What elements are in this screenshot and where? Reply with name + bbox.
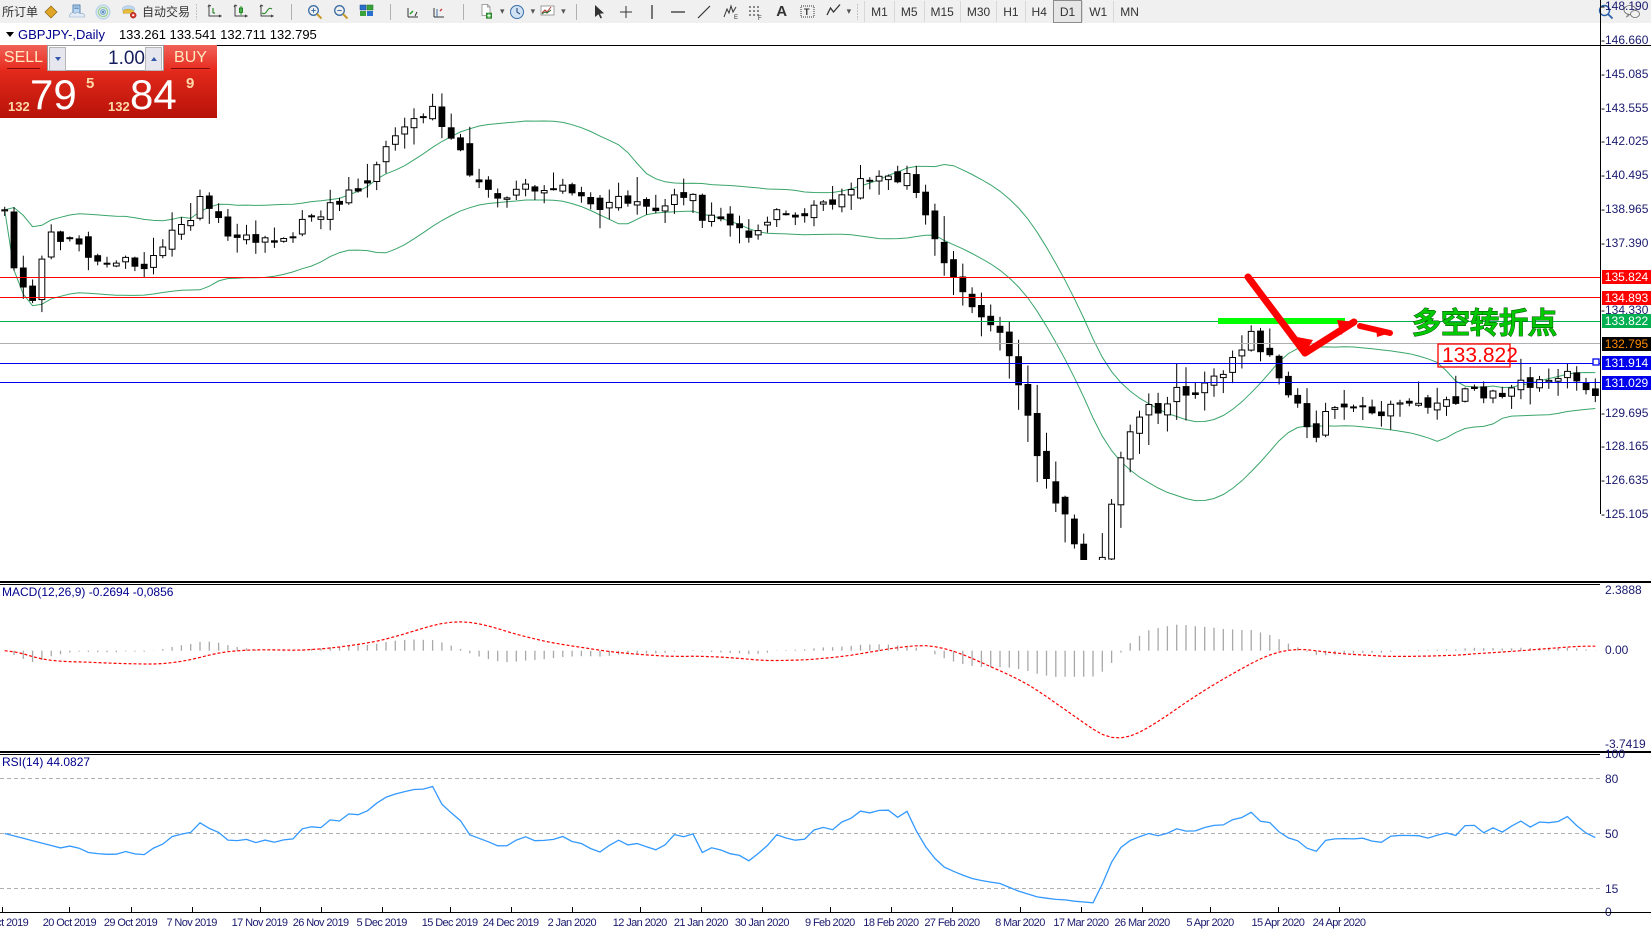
svg-text:多空转折点: 多空转折点 (1412, 306, 1557, 340)
svg-text:133.822: 133.822 (1442, 344, 1518, 367)
